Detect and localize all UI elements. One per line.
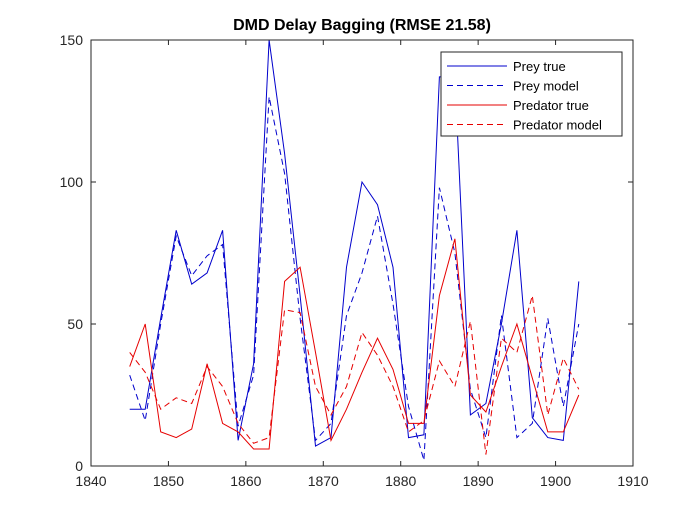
chart-title: DMD Delay Bagging (RMSE 21.58) (233, 17, 491, 34)
y-tick-label: 100 (60, 174, 84, 190)
tick-layer: 1840 1850 1860 1870 1880 1890 1900 1910 0 50 100 15… (60, 32, 649, 489)
series-line-2 (129, 238, 580, 450)
y-tick-label: 0 (75, 458, 83, 474)
x-tick-label: 1880 (385, 473, 416, 489)
plot-frame (90, 39, 634, 467)
legend-label-1: Prey model (513, 79, 579, 94)
y-tick-label: 50 (67, 316, 83, 332)
x-tick-label: 1860 (230, 473, 261, 489)
legend-label-3: Predator model (513, 118, 602, 133)
series-line-0 (129, 39, 580, 447)
x-tick-label: 1840 (75, 473, 106, 489)
x-tick-label: 1850 (153, 473, 184, 489)
legend-label-0: Prey true (513, 59, 566, 74)
x-tick-label: 1870 (308, 473, 339, 489)
x-tick-label: 1900 (540, 473, 571, 489)
series-line-1 (129, 96, 580, 461)
legend: Prey true Prey model Predator true Predator… (440, 51, 623, 137)
x-tick-label: 1910 (617, 473, 648, 489)
series-layer (129, 39, 580, 461)
legend-label-2: Predator true (513, 98, 589, 113)
y-tick-label: 150 (60, 32, 84, 48)
x-tick-label: 1890 (463, 473, 494, 489)
series-line-3 (129, 295, 580, 455)
